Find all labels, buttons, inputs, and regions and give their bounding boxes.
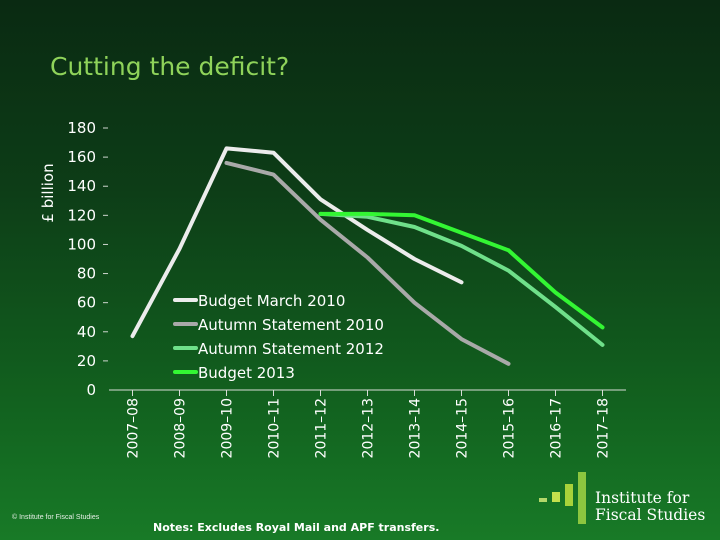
chart-series [130, 146, 605, 366]
x-tick-label: 2014–15 [455, 398, 471, 458]
x-tick-label: 2008–09 [173, 398, 189, 458]
chart-legend: Budget March 2010 Autumn Statement 2010 Au… [173, 292, 384, 382]
series-line-2 [224, 160, 511, 366]
x-tick-label: 2016–17 [549, 398, 565, 458]
x-tick-label: 2010–11 [267, 398, 283, 458]
legend-label-2: Autumn Statement 2010 [198, 316, 384, 334]
chart-note: Notes: Excludes Royal Mail and APF trans… [153, 521, 440, 534]
chart-title: Cutting the deficit? [50, 52, 290, 81]
x-tick-label: 2017–18 [596, 398, 612, 458]
ifs-logo: Institute for Fiscal Studies [538, 470, 716, 530]
x-tick-label: 2012–13 [361, 398, 377, 458]
series-line-3 [318, 211, 605, 347]
x-tick-label: 2009–10 [220, 398, 236, 458]
y-tick-label: 160 [67, 148, 96, 166]
series-line-1 [130, 146, 464, 339]
y-tick-label: 80 [77, 265, 96, 283]
copyright-text: © Institute for Fiscal Studies [12, 514, 100, 521]
logo-text: Institute for Fiscal Studies [595, 490, 705, 524]
logo-line-2: Fiscal Studies [595, 506, 706, 524]
y-tick-label: 40 [77, 323, 96, 341]
y-tick-label: 20 [77, 352, 96, 370]
legend-label-1: Budget March 2010 [198, 292, 345, 310]
legend-label-3: Autumn Statement 2012 [198, 340, 384, 358]
y-tick-label: 60 [77, 294, 96, 312]
y-tick-label: 120 [67, 206, 96, 224]
x-tick-label: 2007–08 [126, 398, 142, 458]
x-tick-label: 2015–16 [502, 398, 518, 459]
x-tick-label: 2011–12 [314, 398, 330, 458]
y-tick-label: 140 [67, 177, 96, 195]
y-tick-label: 0 [86, 381, 96, 399]
logo-line-1: Institute for [595, 489, 690, 507]
legend-label-4: Budget 2013 [198, 364, 295, 382]
y-tick-label: 180 [67, 119, 96, 137]
y-tick-label: 100 [67, 235, 96, 253]
x-tick-label: 2013–14 [408, 398, 424, 459]
y-axis-label: £ billion [39, 163, 57, 222]
logo-bars-icon [539, 472, 586, 524]
chart-axes: 0 20 40 60 80 100 120 140 160 180 £ billion 2007–08… [39, 119, 626, 458]
series-line-4 [318, 211, 605, 330]
